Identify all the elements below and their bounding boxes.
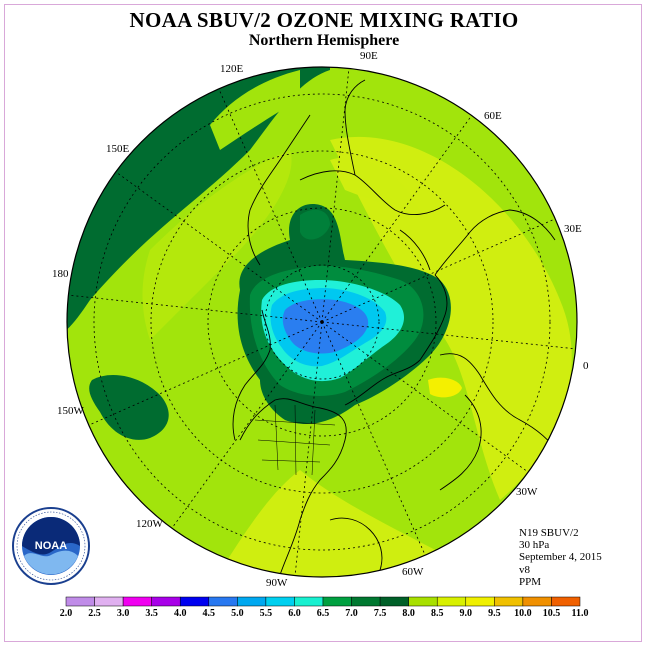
colorbar-swatch <box>94 596 124 607</box>
colorbar-tick-label: 5.5 <box>259 608 273 619</box>
colorbar-tick-label: 4.0 <box>173 608 187 619</box>
colorbar-swatch <box>465 596 495 607</box>
date-text: September 4, 2015 <box>519 551 602 564</box>
lon-label-180: 180 <box>52 268 69 280</box>
colorbar-swatch <box>151 596 181 607</box>
contour-gap <box>210 70 300 150</box>
colorbar-swatch <box>265 596 295 607</box>
colorbar-tick-label: 2.5 <box>88 608 101 619</box>
lon-label-120e: 120E <box>220 63 244 75</box>
colorbar-tick-label: 9.0 <box>459 608 473 619</box>
colorbar-tick-label: 8.0 <box>402 608 415 619</box>
colorbar-swatch <box>494 596 524 607</box>
units-text: PPM <box>519 575 542 588</box>
lon-label-60e: 60E <box>484 110 502 122</box>
coastlines <box>232 79 561 576</box>
colorbar-swatch <box>351 596 381 607</box>
colorbar-swatch <box>179 596 210 607</box>
colorbar-swatch <box>294 596 324 607</box>
info-block: N19 SBUV/2 30 hPa September 4, 2015 v8 P… <box>519 527 602 588</box>
colorbar-tick-label: 4.5 <box>202 608 216 619</box>
colorbar-swatch <box>551 596 581 607</box>
pressure-text: 30 hPa <box>519 539 550 552</box>
colorbar-tick-label: 11.0 <box>571 608 589 619</box>
state-borders <box>254 404 336 476</box>
colorbar-tick-label: 5.0 <box>231 608 244 619</box>
contour-level-8-5 <box>428 377 462 398</box>
lon-label-60w: 60W <box>402 566 424 578</box>
contour-level-8-0-north <box>330 157 420 210</box>
colorbar <box>65 596 581 607</box>
latitude-circles <box>93 93 551 551</box>
noaa-logo-text: NOAA <box>35 540 67 552</box>
colorbar-swatch <box>65 596 95 607</box>
colorbar-tick-label: 7.0 <box>345 608 358 619</box>
map-subtitle: Northern Hemisphere <box>248 32 400 49</box>
colorbar-swatch <box>122 596 152 607</box>
colorbar-swatch <box>408 596 438 607</box>
lon-label-150w: 150W <box>57 405 84 417</box>
noaa-logo: NOAA <box>12 507 90 585</box>
lon-label-30e: 30E <box>564 223 582 235</box>
lon-label-120w: 120W <box>136 518 163 530</box>
contour-level-8-0-south <box>200 470 520 577</box>
colorbar-swatch <box>208 596 238 607</box>
lon-label-150e: 150E <box>106 143 130 155</box>
colorbar-swatch <box>237 596 267 607</box>
colorbar-tick-label: 3.5 <box>145 608 158 619</box>
figure-frame <box>4 4 642 642</box>
contour-level-7-5-inner <box>142 150 292 340</box>
colorbar-tick-label: 9.5 <box>488 608 501 619</box>
colorbar-swatch <box>379 596 409 607</box>
version-text: v8 <box>519 563 530 576</box>
contour-level-6-5-small <box>300 209 330 240</box>
colorbar-tick-label: 8.5 <box>430 608 444 619</box>
colorbar-tick-label: 3.0 <box>116 608 130 619</box>
map-title: NOAA SBUV/2 OZONE MIXING RATIO <box>129 8 519 32</box>
colorbar-swatch <box>322 596 352 607</box>
colorbar-tick-label: 10.5 <box>542 608 561 619</box>
colorbar-swatch <box>522 596 552 607</box>
colorbar-tick-label: 6.5 <box>316 608 330 619</box>
colorbar-swatch <box>436 596 467 607</box>
lon-label-0: 0 <box>583 360 589 372</box>
colorbar-tick-label: 7.5 <box>373 608 387 619</box>
colorbar-tick-label: 2.0 <box>59 608 73 619</box>
colorbar-tick-label: 6.0 <box>288 608 301 619</box>
map-boundary <box>66 66 578 578</box>
satellite-text: N19 SBUV/2 <box>519 527 579 539</box>
lon-label-30w: 30W <box>516 486 538 498</box>
lon-label-90e: 90E <box>360 50 378 62</box>
lon-label-90w: 90W <box>266 577 288 589</box>
colorbar-tick-label: 10.0 <box>514 608 532 619</box>
